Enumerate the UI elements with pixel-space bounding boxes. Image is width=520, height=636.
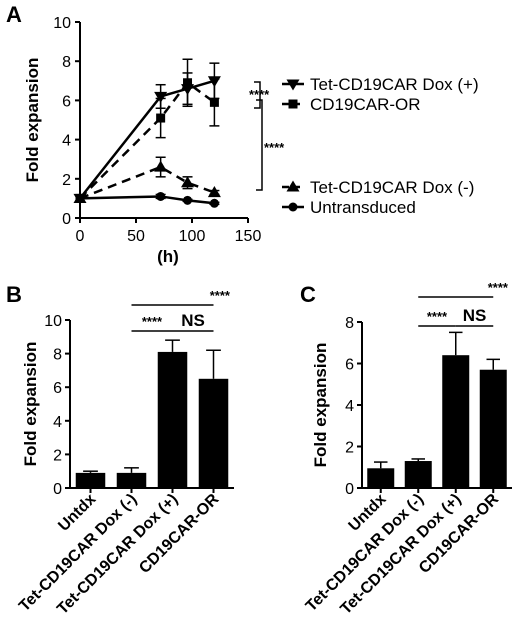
- sig-label-ns: NS: [181, 311, 205, 330]
- sig-label-ns: NS: [463, 306, 487, 325]
- sig-label-side: ****: [264, 140, 285, 155]
- sig-label-long: ****: [488, 280, 509, 295]
- y-axis-title: Fold expansion: [21, 342, 40, 467]
- panel-a-significance: **** ****: [249, 81, 285, 191]
- x-tick-label: 0: [76, 228, 85, 245]
- y-tick-label: 0: [62, 211, 71, 228]
- panel-a-legend: Tet-CD19CAR Dox (+)CD19CAR-OR Tet-CD19CAR…: [282, 75, 479, 217]
- sig-label-top: ****: [249, 87, 270, 102]
- y-tick-label: 10: [53, 15, 71, 32]
- x-tick-label: 100: [179, 228, 206, 245]
- data-point: [183, 78, 193, 88]
- data-point: [154, 160, 168, 172]
- panel-c-letter: C: [300, 282, 316, 307]
- y-axis-title: Fold expansion: [23, 58, 42, 183]
- bar: [367, 468, 395, 488]
- data-point: [181, 176, 195, 188]
- legend-label: Tet-CD19CAR Dox (+): [310, 75, 479, 94]
- bar: [116, 472, 147, 488]
- sig-label-short: ****: [142, 314, 163, 329]
- legend-marker: [286, 79, 300, 91]
- data-point: [154, 91, 168, 103]
- y-tick-label: 0: [345, 481, 354, 498]
- sig-bracket-side: [256, 99, 263, 191]
- y-tick-label: 8: [53, 347, 62, 364]
- x-tick-label: 50: [127, 228, 145, 245]
- sig-bracket-top: [254, 81, 261, 109]
- sig-label-long: ****: [210, 288, 231, 303]
- series-untransduced: [75, 191, 220, 208]
- y-tick-label: 2: [53, 447, 62, 464]
- y-tick-label: 10: [44, 313, 62, 330]
- y-tick-label: 6: [53, 380, 62, 397]
- y-tick-label: 8: [345, 315, 354, 332]
- x-tick-label: 150: [235, 228, 262, 245]
- series-cd19car-or: [75, 58, 220, 203]
- series-line: [79, 79, 215, 200]
- y-axis-title: Fold expansion: [311, 343, 330, 468]
- legend-label: Untransduced: [310, 198, 416, 217]
- data-point: [207, 186, 221, 198]
- data-point: [209, 97, 219, 107]
- panel-a-series: [73, 58, 221, 208]
- sig-label-short: ****: [427, 309, 448, 324]
- panel-a-letter: A: [6, 2, 22, 27]
- bar: [479, 369, 507, 488]
- data-point: [209, 198, 219, 208]
- data-point: [183, 195, 193, 205]
- panel-b-letter: B: [6, 282, 22, 307]
- bar: [157, 351, 188, 488]
- series-tet-cd19car-dox-: [73, 156, 221, 203]
- bar: [442, 355, 470, 488]
- legend-label: CD19CAR-OR: [310, 95, 421, 114]
- bar: [404, 461, 432, 488]
- bar: [198, 378, 229, 488]
- y-tick-label: 2: [345, 440, 354, 457]
- data-point: [75, 193, 85, 203]
- legend-label: Tet-CD19CAR Dox (-): [310, 178, 474, 197]
- x-axis-title: (h): [157, 247, 179, 266]
- y-tick-label: 4: [345, 398, 354, 415]
- data-point: [156, 113, 166, 123]
- y-tick-label: 4: [62, 133, 71, 150]
- series-line: [79, 81, 216, 200]
- y-tick-label: 0: [53, 481, 62, 498]
- y-tick-label: 8: [62, 54, 71, 71]
- y-tick-label: 6: [345, 357, 354, 374]
- y-tick-label: 6: [62, 93, 71, 110]
- y-tick-label: 4: [53, 414, 62, 431]
- data-point: [156, 191, 166, 201]
- legend-marker: [288, 202, 298, 212]
- y-tick-label: 2: [62, 172, 71, 189]
- bar: [75, 472, 106, 488]
- legend-marker: [288, 99, 298, 109]
- series-line: [79, 195, 215, 205]
- legend-marker: [286, 180, 300, 192]
